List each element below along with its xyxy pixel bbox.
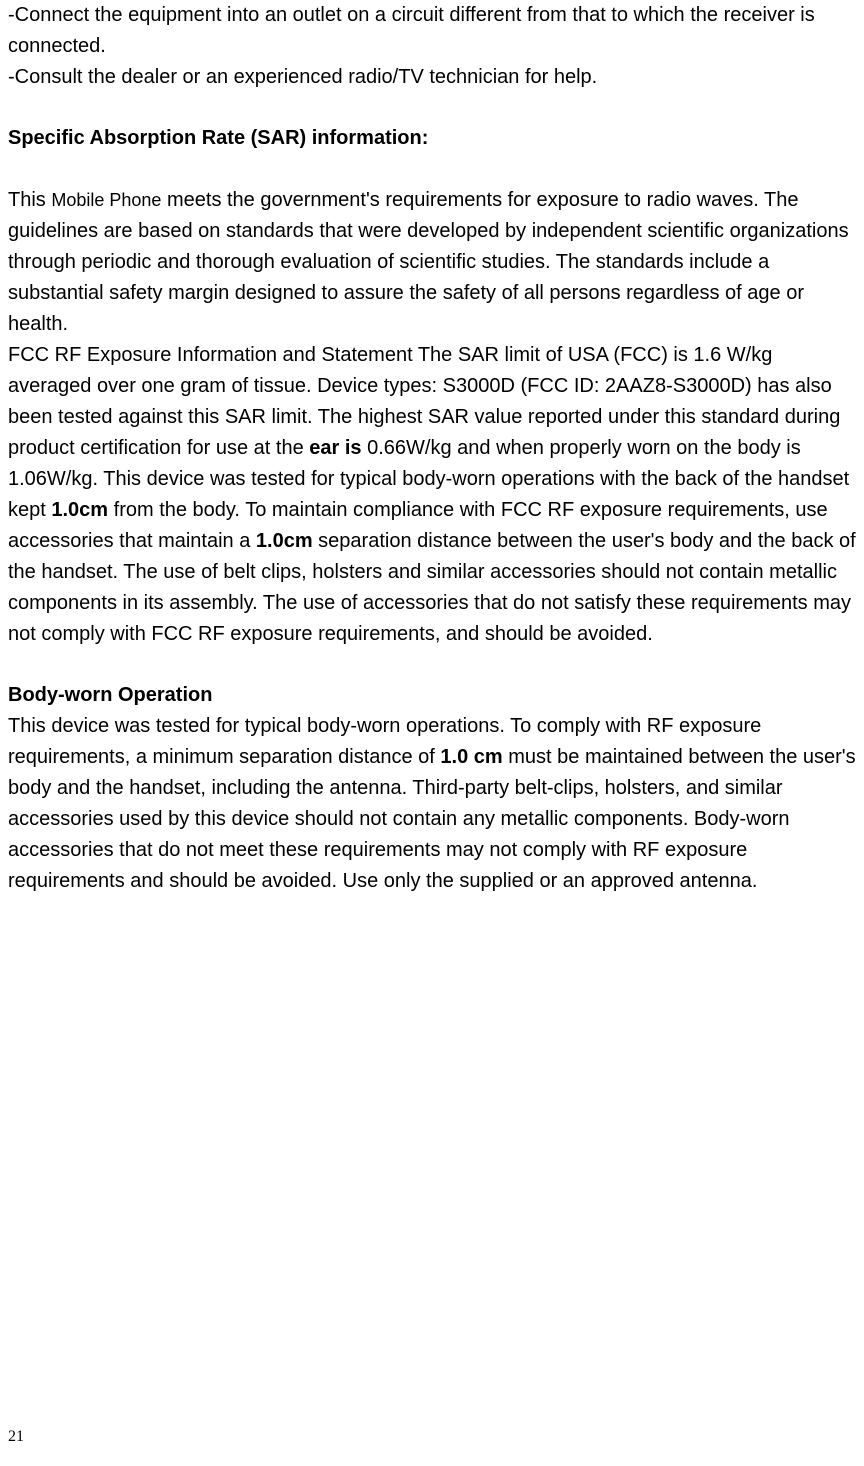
sar-blank-line [8, 154, 856, 185]
sar-heading: Specific Absorption Rate (SAR) informati… [8, 123, 856, 154]
bodyworn-dist-bold: 1.0 cm [440, 746, 502, 768]
sar-fcc-ear-bold: ear is [309, 437, 361, 459]
sar-intro-prefix: This [8, 189, 51, 211]
sar-fcc-paragraph: FCC RF Exposure Information and Statemen… [8, 340, 856, 650]
sar-fcc-dist1-bold: 1.0cm [51, 499, 108, 521]
interference-line-2: -Consult the dealer or an experienced ra… [8, 62, 856, 93]
bodyworn-heading: Body-worn Operation [8, 680, 856, 711]
bodyworn-paragraph: This device was tested for typical body-… [8, 711, 856, 897]
sar-fcc-dist2-bold: 1.0cm [256, 530, 313, 552]
page-number: 21 [8, 1428, 24, 1446]
sar-intro: This Mobile Phone meets the government's… [8, 185, 856, 340]
document-body: -Connect the equipment into an outlet on… [8, 0, 856, 897]
sar-intro-suffix: meets the government's requirements for … [8, 189, 849, 335]
sar-device-type: Mobile Phone [51, 190, 161, 210]
interference-line-1: -Connect the equipment into an outlet on… [8, 0, 856, 62]
